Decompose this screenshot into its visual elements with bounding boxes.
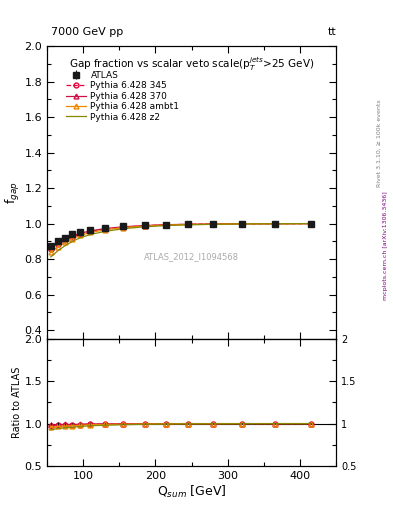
Pythia 6.428 ambt1 xyxy=(164,222,169,228)
Pythia 6.428 ambt1 xyxy=(56,244,61,250)
Pythia 6.428 ambt1 xyxy=(240,221,244,227)
Pythia 6.428 z2 xyxy=(164,223,169,229)
Pythia 6.428 z2 xyxy=(272,221,277,227)
Pythia 6.428 ambt1 xyxy=(88,229,93,236)
Text: ATLAS_2012_I1094568: ATLAS_2012_I1094568 xyxy=(144,252,239,262)
Pythia 6.428 345 xyxy=(211,221,216,227)
Pythia 6.428 345 xyxy=(240,221,244,227)
Pythia 6.428 z2 xyxy=(240,221,244,227)
Pythia 6.428 z2 xyxy=(56,247,61,253)
Pythia 6.428 z2 xyxy=(121,226,125,232)
Pythia 6.428 345 xyxy=(185,221,190,227)
Pythia 6.428 ambt1 xyxy=(48,249,53,255)
Pythia 6.428 ambt1 xyxy=(142,223,147,229)
Pythia 6.428 z2 xyxy=(103,228,107,234)
Pythia 6.428 z2 xyxy=(48,254,53,260)
Pythia 6.428 370 xyxy=(48,245,53,251)
Pythia 6.428 370 xyxy=(121,224,125,230)
Pythia 6.428 345 xyxy=(103,226,107,232)
Pythia 6.428 ambt1 xyxy=(309,221,313,227)
Pythia 6.428 345 xyxy=(142,223,147,229)
Pythia 6.428 z2 xyxy=(185,222,190,228)
Pythia 6.428 z2 xyxy=(70,238,75,244)
Pythia 6.428 z2 xyxy=(309,221,313,227)
Pythia 6.428 370 xyxy=(272,221,277,227)
Pythia 6.428 345 xyxy=(77,231,82,237)
Pythia 6.428 370 xyxy=(142,223,147,229)
Pythia 6.428 ambt1 xyxy=(121,225,125,231)
Pythia 6.428 370 xyxy=(77,230,82,237)
Pythia 6.428 345 xyxy=(48,246,53,252)
Text: 7000 GeV pp: 7000 GeV pp xyxy=(51,27,123,37)
Pythia 6.428 345 xyxy=(70,233,75,240)
Pythia 6.428 370 xyxy=(164,222,169,228)
Pythia 6.428 345 xyxy=(121,224,125,230)
Text: mcplots.cern.ch [arXiv:1306.3436]: mcplots.cern.ch [arXiv:1306.3436] xyxy=(383,191,387,300)
Legend: ATLAS, Pythia 6.428 345, Pythia 6.428 370, Pythia 6.428 ambt1, Pythia 6.428 z2: ATLAS, Pythia 6.428 345, Pythia 6.428 37… xyxy=(66,71,180,121)
Line: Pythia 6.428 345: Pythia 6.428 345 xyxy=(48,221,313,252)
Pythia 6.428 z2 xyxy=(63,243,68,249)
Pythia 6.428 370 xyxy=(211,221,216,227)
Text: Gap fraction vs scalar veto scale(p$_T^{jets}$>25 GeV): Gap fraction vs scalar veto scale(p$_T^{… xyxy=(69,55,314,73)
Pythia 6.428 ambt1 xyxy=(77,232,82,239)
Pythia 6.428 345 xyxy=(272,221,277,227)
Pythia 6.428 345 xyxy=(88,228,93,234)
Pythia 6.428 ambt1 xyxy=(272,221,277,227)
Pythia 6.428 345 xyxy=(63,237,68,243)
Y-axis label: Ratio to ATLAS: Ratio to ATLAS xyxy=(12,367,22,438)
Pythia 6.428 ambt1 xyxy=(70,236,75,242)
X-axis label: Q$_{sum}$ [GeV]: Q$_{sum}$ [GeV] xyxy=(157,483,226,500)
Text: tt: tt xyxy=(327,27,336,37)
Pythia 6.428 345 xyxy=(164,222,169,228)
Pythia 6.428 ambt1 xyxy=(103,227,107,233)
Pythia 6.428 z2 xyxy=(77,235,82,241)
Pythia 6.428 z2 xyxy=(211,221,216,227)
Pythia 6.428 370 xyxy=(103,225,107,231)
Line: Pythia 6.428 370: Pythia 6.428 370 xyxy=(48,221,313,251)
Pythia 6.428 370 xyxy=(56,240,61,246)
Pythia 6.428 370 xyxy=(185,221,190,227)
Pythia 6.428 ambt1 xyxy=(185,221,190,227)
Pythia 6.428 370 xyxy=(63,237,68,243)
Pythia 6.428 ambt1 xyxy=(211,221,216,227)
Text: Rivet 3.1.10, ≥ 100k events: Rivet 3.1.10, ≥ 100k events xyxy=(377,99,382,187)
Pythia 6.428 370 xyxy=(70,233,75,239)
Pythia 6.428 370 xyxy=(309,221,313,227)
Pythia 6.428 370 xyxy=(88,228,93,234)
Pythia 6.428 345 xyxy=(56,241,61,247)
Pythia 6.428 345 xyxy=(309,221,313,227)
Pythia 6.428 ambt1 xyxy=(63,239,68,245)
Y-axis label: f$_{gap}$: f$_{gap}$ xyxy=(4,181,22,204)
Pythia 6.428 370 xyxy=(240,221,244,227)
Line: Pythia 6.428 z2: Pythia 6.428 z2 xyxy=(51,224,311,257)
Line: Pythia 6.428 ambt1: Pythia 6.428 ambt1 xyxy=(48,221,313,254)
Pythia 6.428 z2 xyxy=(142,224,147,230)
Pythia 6.428 z2 xyxy=(88,231,93,238)
